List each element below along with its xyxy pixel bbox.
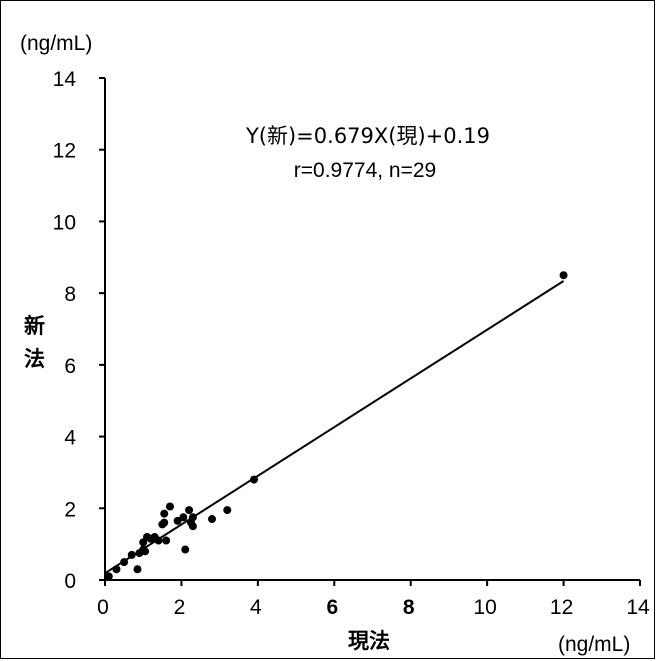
data-point: [162, 536, 171, 545]
data-point: [154, 536, 163, 545]
y-tick-label: 14: [53, 68, 77, 91]
y-tick-label: 4: [64, 427, 76, 450]
data-point: [127, 550, 136, 559]
y-axis-label-line1: 新: [24, 314, 45, 338]
correlation-annotation: r=0.9774, n=29: [294, 159, 436, 182]
data-point: [165, 502, 174, 511]
y-axis-label-line2: 法: [24, 347, 45, 371]
data-point: [181, 545, 190, 554]
axes: [104, 78, 640, 581]
data-points: [104, 271, 568, 581]
data-point: [104, 572, 113, 581]
x-tick-label: 4: [250, 596, 262, 619]
data-point: [160, 509, 169, 518]
data-point: [179, 513, 188, 522]
regression-line: [104, 280, 565, 575]
x-tick-label: 14: [626, 596, 650, 619]
data-point: [160, 518, 169, 527]
data-point: [120, 558, 129, 567]
y-tick-label: 10: [53, 211, 76, 234]
y-tick-label: 2: [64, 498, 76, 521]
y-tick-label: 8: [64, 283, 76, 306]
x-tick-label: 6: [326, 596, 338, 619]
data-point: [133, 565, 142, 574]
y-tick-label: 0: [64, 570, 76, 593]
data-point: [208, 515, 216, 524]
y-tick-label: 6: [64, 355, 76, 378]
y-tick-label: 12: [53, 140, 76, 163]
x-tick-label: 8: [403, 596, 415, 619]
x-tick-label: 0: [97, 596, 109, 619]
data-point: [559, 271, 568, 280]
data-point: [112, 565, 121, 574]
y-ticks: 0 2 4 6 8 10 12 14: [53, 68, 105, 593]
x-ticks: 0 2 4 6 8 10 12 14: [97, 580, 650, 619]
data-point: [250, 475, 259, 484]
data-point: [188, 522, 197, 531]
data-point: [173, 516, 182, 525]
regression-equation: Y(新)=0.679X(現)+0.19: [245, 124, 490, 148]
x-tick-label: 2: [174, 596, 186, 619]
data-point: [141, 547, 150, 556]
data-point: [188, 513, 197, 522]
x-unit-label: (ng/mL): [558, 633, 630, 656]
x-axis-label: 現法: [348, 629, 390, 653]
data-point: [223, 506, 232, 515]
data-point: [185, 506, 194, 515]
y-unit-label: (ng/mL): [20, 32, 92, 55]
x-tick-label: 10: [473, 596, 496, 619]
x-tick-label: 12: [550, 596, 573, 619]
